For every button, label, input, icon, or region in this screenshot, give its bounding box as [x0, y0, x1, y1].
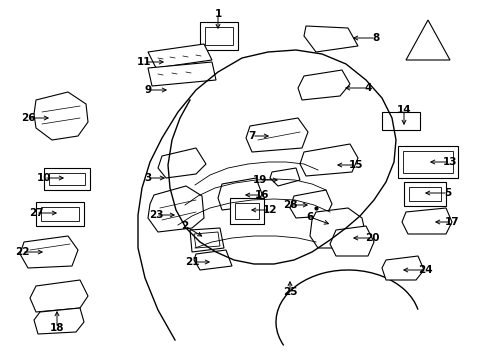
Polygon shape [20, 236, 78, 268]
Polygon shape [289, 190, 331, 218]
Text: 27: 27 [29, 208, 43, 218]
Polygon shape [44, 168, 90, 190]
Text: 9: 9 [144, 85, 151, 95]
Text: 4: 4 [364, 83, 371, 93]
Polygon shape [405, 20, 449, 60]
Text: 15: 15 [348, 160, 363, 170]
Text: 7: 7 [248, 131, 255, 141]
Polygon shape [309, 208, 365, 248]
Text: 23: 23 [148, 210, 163, 220]
Polygon shape [403, 182, 445, 206]
Polygon shape [34, 308, 84, 334]
Text: 28: 28 [282, 200, 297, 210]
Text: 2: 2 [181, 221, 188, 231]
Text: 12: 12 [262, 205, 277, 215]
Polygon shape [401, 208, 451, 234]
Polygon shape [402, 151, 452, 173]
Text: 5: 5 [444, 188, 451, 198]
Text: 18: 18 [50, 323, 64, 333]
Text: 13: 13 [442, 157, 456, 167]
Polygon shape [49, 173, 85, 185]
Text: 25: 25 [282, 287, 297, 297]
Text: 14: 14 [396, 105, 410, 115]
Polygon shape [329, 226, 373, 256]
Polygon shape [30, 280, 88, 312]
Polygon shape [158, 148, 205, 178]
Polygon shape [148, 62, 216, 86]
Polygon shape [194, 250, 231, 270]
Polygon shape [304, 26, 357, 52]
Polygon shape [235, 203, 259, 219]
Text: 17: 17 [444, 217, 458, 227]
Text: 20: 20 [364, 233, 379, 243]
Text: 3: 3 [144, 173, 151, 183]
Text: 19: 19 [252, 175, 266, 185]
Polygon shape [218, 178, 262, 210]
Polygon shape [229, 198, 264, 224]
Polygon shape [194, 232, 220, 248]
Polygon shape [381, 256, 423, 280]
Polygon shape [397, 146, 457, 178]
Text: 1: 1 [214, 9, 221, 19]
Polygon shape [36, 202, 84, 226]
Text: 11: 11 [137, 57, 151, 67]
Text: 10: 10 [37, 173, 51, 183]
Text: 24: 24 [417, 265, 431, 275]
Polygon shape [381, 112, 419, 130]
Polygon shape [204, 27, 232, 45]
Polygon shape [297, 70, 349, 100]
Polygon shape [41, 207, 79, 221]
Text: 26: 26 [20, 113, 35, 123]
Polygon shape [148, 44, 212, 68]
Polygon shape [408, 187, 440, 201]
Polygon shape [34, 92, 88, 140]
Text: 16: 16 [254, 190, 269, 200]
Polygon shape [200, 22, 238, 50]
Text: 6: 6 [306, 212, 313, 222]
Polygon shape [148, 186, 203, 232]
Text: 21: 21 [184, 257, 199, 267]
Text: 8: 8 [372, 33, 379, 43]
Polygon shape [269, 168, 299, 186]
Text: 22: 22 [15, 247, 29, 257]
Polygon shape [190, 228, 224, 252]
Polygon shape [299, 144, 357, 176]
Polygon shape [245, 118, 307, 152]
